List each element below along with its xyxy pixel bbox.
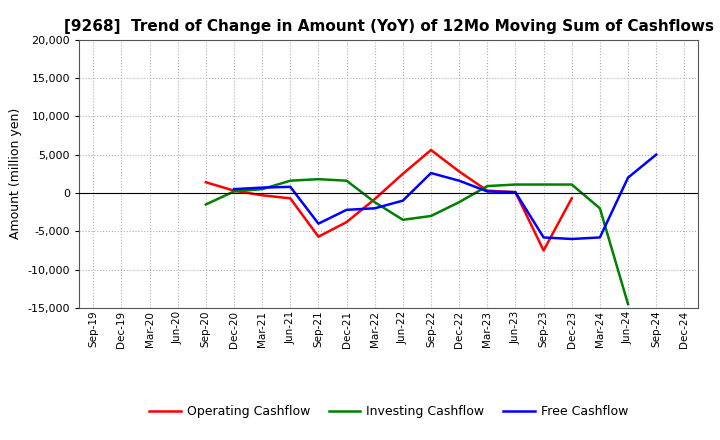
Free Cashflow [258,185,266,190]
Operating Cashflow [370,197,379,202]
Free Cashflow [314,221,323,226]
Line: Free Cashflow: Free Cashflow [234,154,656,239]
Investing Cashflow [539,182,548,187]
Investing Cashflow [286,178,294,183]
Free Cashflow [511,190,520,195]
Operating Cashflow [455,169,464,174]
Investing Cashflow [399,217,408,223]
Free Cashflow [624,175,632,180]
Free Cashflow [483,189,492,194]
Investing Cashflow [511,182,520,187]
Line: Investing Cashflow: Investing Cashflow [206,179,628,304]
Free Cashflow [539,235,548,240]
Investing Cashflow [370,199,379,205]
Operating Cashflow [539,248,548,253]
Investing Cashflow [455,199,464,205]
Operating Cashflow [483,188,492,193]
Investing Cashflow [567,182,576,187]
Investing Cashflow [427,213,436,219]
Free Cashflow [455,178,464,183]
Operating Cashflow [286,196,294,201]
Legend: Operating Cashflow, Investing Cashflow, Free Cashflow: Operating Cashflow, Investing Cashflow, … [145,400,633,423]
Operating Cashflow [258,193,266,198]
Free Cashflow [286,184,294,190]
Investing Cashflow [314,176,323,182]
Line: Operating Cashflow: Operating Cashflow [206,150,572,250]
Free Cashflow [567,236,576,242]
Investing Cashflow [202,202,210,207]
Investing Cashflow [595,205,604,211]
Free Cashflow [427,170,436,176]
Investing Cashflow [483,183,492,189]
Investing Cashflow [624,301,632,307]
Free Cashflow [399,198,408,203]
Free Cashflow [595,235,604,240]
Operating Cashflow [314,234,323,239]
Free Cashflow [342,207,351,213]
Operating Cashflow [230,188,238,193]
Operating Cashflow [342,220,351,225]
Free Cashflow [230,187,238,192]
Operating Cashflow [202,180,210,185]
Investing Cashflow [258,187,266,192]
Title: [9268]  Trend of Change in Amount (YoY) of 12Mo Moving Sum of Cashflows: [9268] Trend of Change in Amount (YoY) o… [64,19,714,34]
Operating Cashflow [427,147,436,153]
Investing Cashflow [342,178,351,183]
Operating Cashflow [399,171,408,176]
Operating Cashflow [511,190,520,195]
Operating Cashflow [567,196,576,201]
Free Cashflow [652,152,660,157]
Y-axis label: Amount (million yen): Amount (million yen) [9,108,22,239]
Free Cashflow [370,205,379,211]
Investing Cashflow [230,189,238,194]
